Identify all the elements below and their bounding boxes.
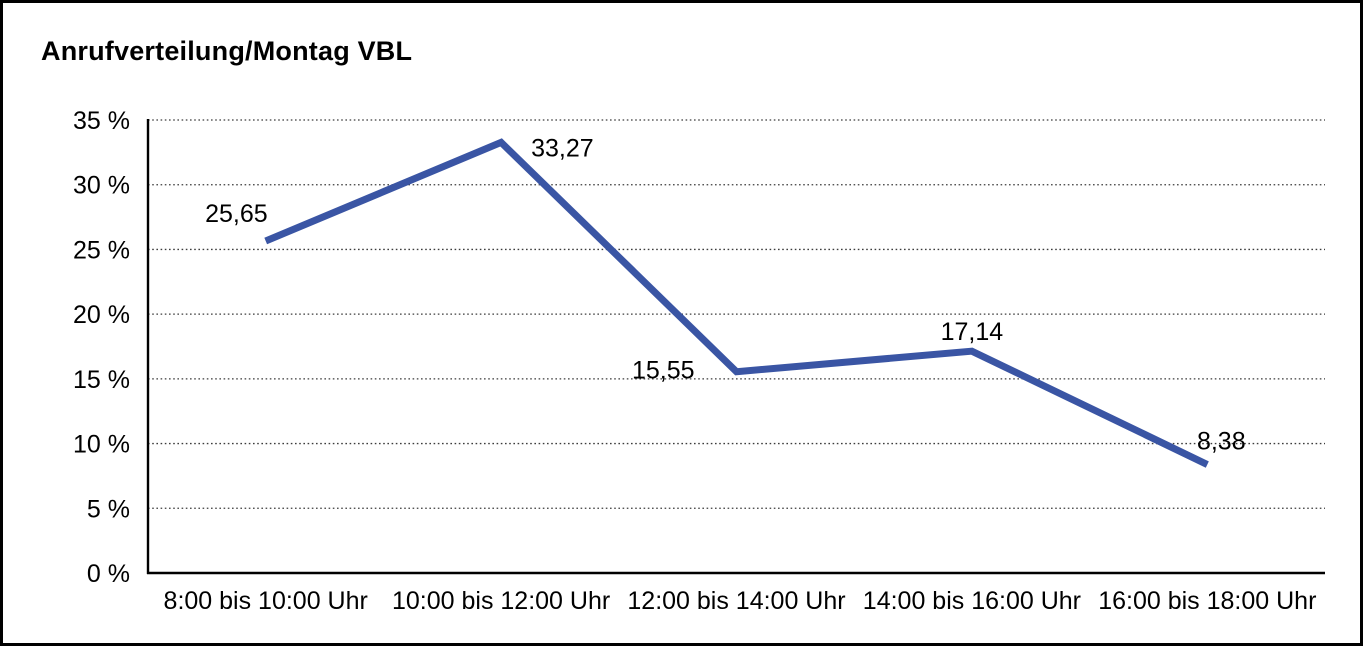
chart-title: Anrufverteilung/Montag VBL (41, 36, 413, 66)
y-tick-label: 15 % (73, 366, 130, 394)
y-tick-label: 5 % (87, 495, 130, 523)
line-chart: 0 % 5 % 10 % 15 % 20 % 25 % 30 % 35 % 8:00 bis 1… (73, 107, 1325, 615)
x-category-label: 8:00 bis 10:00 Uhr (164, 587, 368, 615)
value-label: 17,14 (941, 318, 1004, 346)
value-label: 8,38 (1197, 428, 1246, 456)
x-category-label: 12:00 bis 14:00 Uhr (627, 587, 845, 615)
y-tick-label: 10 % (73, 431, 130, 459)
series-line (264, 138, 1209, 468)
x-category-label: 16:00 bis 18:00 Uhr (1098, 587, 1316, 615)
y-tick-label: 25 % (73, 236, 130, 264)
value-label: 25,65 (205, 200, 268, 228)
value-label: 15,55 (632, 357, 695, 385)
y-tick-label: 0 % (87, 560, 130, 588)
y-tick-label: 35 % (73, 107, 130, 135)
value-label: 33,27 (531, 134, 594, 162)
y-tick-label: 30 % (73, 172, 130, 200)
x-category-label: 10:00 bis 12:00 Uhr (392, 587, 610, 615)
y-tick-label: 20 % (73, 301, 130, 329)
x-category-label: 14:00 bis 16:00 Uhr (863, 587, 1081, 615)
